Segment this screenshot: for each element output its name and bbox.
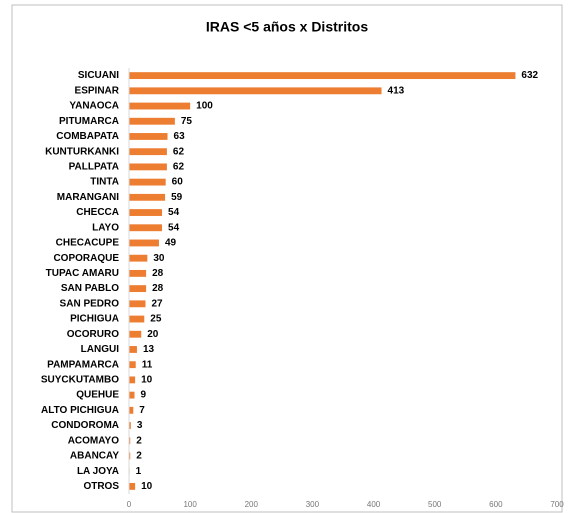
value-label: 13 [143,344,155,355]
y-tick-label: LA JOYA [77,466,119,477]
y-tick-label: CHECACUPE [56,238,120,249]
bar [129,133,168,140]
bar [129,482,136,490]
y-tick-label: QUEHUE [76,390,119,401]
y-tick-label: ESPINAR [75,85,120,96]
bar [129,269,147,277]
x-tick-label: 0 [127,500,132,509]
bar [129,285,147,293]
y-tick-label: COMBAPATA [56,131,119,142]
y-tick-label: SICUANI [78,70,119,81]
bar [129,437,131,445]
bar [129,452,131,460]
value-label: 20 [147,329,159,340]
y-tick-label: YANAOCA [69,101,119,112]
bar [129,87,382,95]
y-tick-label: COPORAQUE [53,253,119,264]
value-label: 62 [173,146,185,157]
bar [129,361,136,369]
value-label: 632 [521,70,538,81]
value-label: 28 [152,268,164,279]
bar [129,178,166,186]
bar [129,376,136,384]
y-tick-label: PAMPAMARCA [47,359,119,370]
x-tick-label: 500 [428,500,442,509]
bar [129,300,146,308]
bar [129,330,142,338]
value-label: 63 [174,131,186,142]
y-tick-label: LAYO [92,222,119,233]
bar [129,193,166,201]
y-tick-label: CHECCA [76,207,119,218]
value-label: 49 [165,238,177,249]
value-label: 9 [141,390,147,401]
value-label: 28 [152,283,164,294]
y-tick-label: PICHIGUA [70,314,119,325]
y-tick-label: TINTA [90,177,119,188]
bar [129,346,137,353]
y-tick-label: TUPAC AMARU [46,268,119,279]
x-tick-label: 100 [183,500,197,509]
x-tick-label: 700 [550,500,564,509]
y-tick-label: MARANGANI [57,192,119,203]
bar [129,239,159,247]
value-label: 11 [142,359,153,370]
bar [129,315,145,323]
y-tick-label: SUYCKUTAMBO [41,375,119,386]
bar [129,148,167,156]
bar [129,117,175,125]
value-label: 413 [388,85,405,96]
value-label: 10 [141,375,153,386]
y-tick-label: ALTO PICHIGUA [41,405,119,416]
value-label: 7 [139,405,145,416]
bar [129,254,148,262]
value-label: 60 [172,177,184,188]
y-tick-label: PALLPATA [69,162,119,173]
bar [129,102,191,110]
x-tick-label: 300 [306,500,320,509]
value-label: 75 [181,116,193,127]
y-tick-label: OCORURO [67,329,119,340]
value-label: 1 [136,466,142,477]
x-tick-label: 200 [245,500,259,509]
value-label: 100 [196,101,213,112]
bar [129,72,516,80]
y-tick-label: OTROS [83,481,119,492]
value-label: 62 [173,162,185,173]
chart-title: IRAS <5 años x Distritos [206,19,368,35]
bar [129,163,167,171]
y-tick-label: CONDOROMA [51,420,119,431]
bar [129,224,163,232]
bar [129,209,163,216]
y-tick-label: ACOMAYO [68,435,120,446]
value-label: 54 [168,207,180,218]
x-tick-label: 400 [367,500,381,509]
value-label: 30 [153,253,165,264]
bar [129,391,135,399]
bar [129,406,134,414]
y-tick-label: SAN PABLO [61,283,119,294]
value-label: 25 [150,314,162,325]
value-label: 2 [136,435,142,446]
value-label: 2 [136,451,142,462]
value-label: 27 [152,298,164,309]
value-label: 3 [137,420,143,431]
value-label: 10 [141,481,153,492]
y-tick-label: SAN PEDRO [60,298,120,309]
bar [129,422,131,429]
y-tick-label: LANGUI [81,344,120,355]
y-tick-label: KUNTURKANKI [45,146,119,157]
y-tick-label: ABANCAY [70,451,119,462]
y-tick-label: PITUMARCA [59,116,119,127]
value-label: 59 [171,192,183,203]
value-label: 54 [168,222,180,233]
x-tick-label: 600 [489,500,503,509]
